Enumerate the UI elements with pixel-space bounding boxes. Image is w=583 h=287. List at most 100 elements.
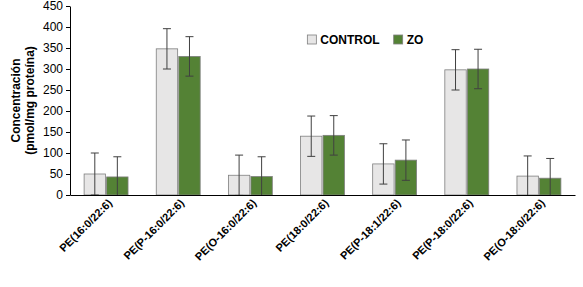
error-bar	[91, 153, 99, 195]
y-tick-label: 400	[43, 20, 63, 34]
error-bar	[546, 158, 554, 195]
y-tick: 0	[56, 188, 70, 202]
x-tick: PE(O-16:0/22:6)	[193, 195, 259, 263]
x-tick: PE(O-18:0/22:6)	[481, 195, 547, 263]
legend-item: ZO	[394, 33, 424, 47]
y-tick-label: 100	[43, 146, 63, 160]
y-tick-label: 0	[56, 188, 63, 202]
error-cap	[185, 76, 193, 77]
error-bar	[452, 50, 460, 90]
error-line	[239, 155, 240, 195]
y-tick-label: 200	[43, 104, 63, 118]
error-cap	[379, 143, 387, 144]
error-cap	[330, 155, 338, 156]
error-cap	[402, 139, 410, 140]
y-tick-mark	[66, 27, 70, 28]
y-tick-mark	[66, 48, 70, 49]
error-bar	[185, 37, 193, 76]
error-bar	[402, 140, 410, 180]
legend-swatch	[307, 35, 316, 44]
error-cap	[91, 195, 99, 196]
error-line	[261, 157, 262, 195]
error-line	[527, 156, 528, 195]
x-tick-label: PE(18:0/22:6)	[273, 196, 331, 254]
x-axis: PE(16:0/22:6)PE(P-16:0/22:6)PE(O-16:0/22…	[57, 195, 576, 263]
error-line	[383, 144, 384, 184]
legend-label: CONTROL	[320, 33, 379, 47]
x-tick-label: PE(P-18:1/22:6)	[338, 196, 403, 261]
bar	[179, 56, 200, 195]
x-tick-label: PE(16:0/22:6)	[57, 196, 115, 254]
legend: CONTROL ZO	[307, 33, 423, 47]
error-cap	[474, 88, 482, 89]
y-tick: 200	[43, 104, 70, 118]
x-axis-line	[71, 195, 576, 196]
error-cap	[235, 195, 243, 196]
error-cap	[452, 49, 460, 50]
error-cap	[91, 153, 99, 154]
error-bar	[474, 49, 482, 88]
error-cap	[163, 69, 171, 70]
error-cap	[307, 156, 315, 157]
y-tick: 350	[43, 41, 70, 55]
y-tick: 100	[43, 146, 70, 160]
error-line	[478, 49, 479, 88]
y-tick: 250	[43, 83, 70, 97]
error-bar	[163, 29, 171, 69]
error-cap	[258, 156, 266, 157]
error-cap	[546, 158, 554, 159]
y-axis-line	[70, 7, 71, 196]
error-cap	[379, 184, 387, 185]
error-cap	[474, 49, 482, 50]
x-tick: PE(P-18:1/22:6)	[338, 195, 403, 262]
error-line	[550, 158, 551, 195]
error-cap	[163, 28, 171, 29]
error-line	[311, 116, 312, 156]
plot: 0 50 100 150 200 250 300 350 400 450 PE(16:0/22:6)…	[43, 0, 576, 263]
x-tick-label: PE(P-16:0/22:6)	[121, 196, 186, 261]
error-cap	[524, 155, 532, 156]
error-bar	[524, 156, 532, 195]
y-tick-label: 50	[50, 167, 64, 181]
y-tick-mark	[66, 132, 70, 133]
error-cap	[235, 155, 243, 156]
series	[84, 29, 538, 195]
y-axis-title-line: Concentración	[9, 58, 23, 142]
x-tick-label: PE(O-18:0/22:6)	[481, 196, 547, 262]
bars	[84, 29, 561, 195]
y-axis-title: Concentración(pmol/mg proteína)	[9, 46, 37, 155]
y-axis: 0 50 100 150 200 250 300 350 400 450	[43, 0, 71, 202]
legend-swatch	[394, 35, 403, 44]
legend-item: CONTROL	[307, 33, 379, 47]
error-cap	[113, 156, 121, 157]
error-line	[405, 140, 406, 180]
x-tick-label: PE(O-16:0/22:6)	[193, 196, 259, 262]
y-tick: 400	[43, 20, 70, 34]
error-cap	[307, 116, 315, 117]
error-line	[94, 153, 95, 195]
x-tick: PE(P-18:0/22:6)	[410, 195, 475, 262]
error-cap	[452, 90, 460, 91]
y-tick-label: 300	[43, 62, 63, 76]
error-line	[189, 37, 190, 76]
x-tick: PE(16:0/22:6)	[57, 195, 115, 254]
error-bar	[235, 155, 243, 195]
bar	[156, 49, 177, 195]
y-tick-mark	[66, 69, 70, 70]
error-bar	[258, 157, 266, 195]
error-cap	[402, 180, 410, 181]
x-tick: PE(18:0/22:6)	[273, 195, 331, 254]
error-bar	[379, 144, 387, 184]
y-tick-label: 150	[43, 125, 63, 139]
error-bar	[307, 116, 315, 156]
error-bar	[113, 157, 121, 195]
y-tick-mark	[66, 6, 70, 7]
x-tick: PE(P-16:0/22:6)	[121, 195, 186, 262]
y-tick-mark	[66, 153, 70, 154]
error-line	[166, 29, 167, 69]
error-line	[117, 157, 118, 195]
x-tick-label: PE(P-18:0/22:6)	[410, 196, 475, 261]
error-cap	[330, 115, 338, 116]
y-tick-label: 450	[43, 0, 63, 13]
error-line	[333, 116, 334, 155]
